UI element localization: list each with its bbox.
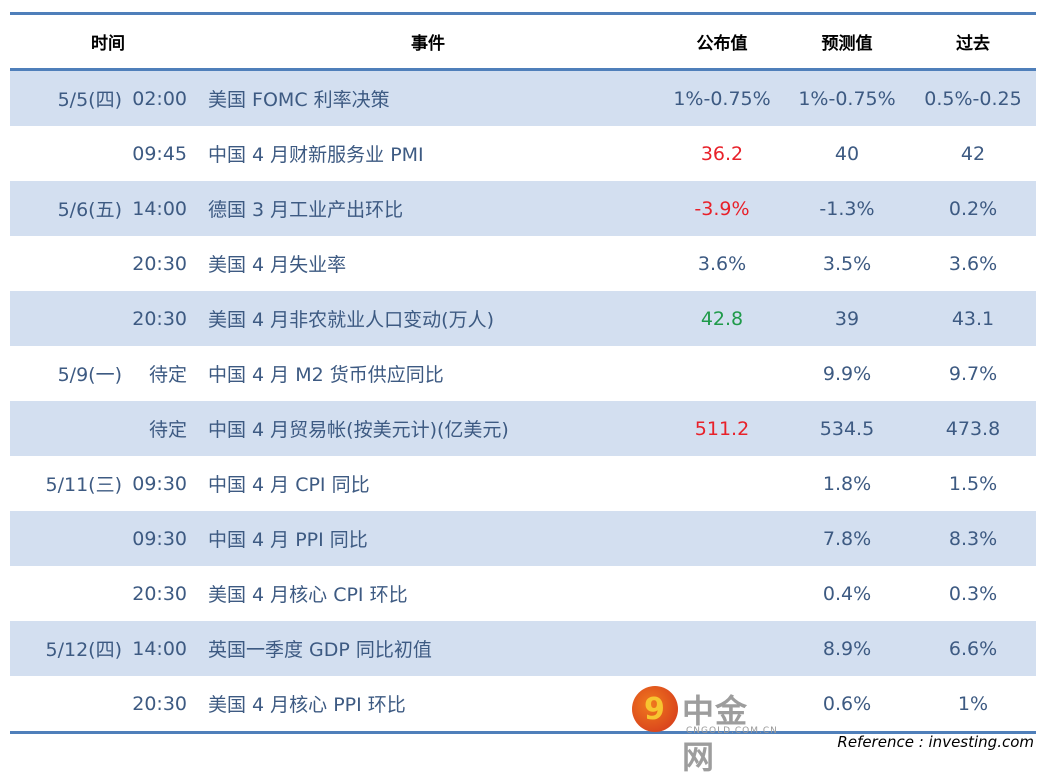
row-event: 英国一季度 GDP 同比初值 [208,639,432,661]
table-row: 5/5(四) 02:00 美国 FOMC 利率决策 1%-0.75% 1%-0.75% 0… [10,71,1036,126]
row-event: 中国 4 月 PPI 同比 [208,529,368,551]
row-event: 美国 4 月非农就业人口变动(万人) [208,309,494,331]
row-published: 1%-0.75% [673,87,771,110]
row-time: 20:30 [132,692,187,715]
row-event: 德国 3 月工业产出环比 [208,199,404,221]
economic-calendar-table: 时间 事件 公布值 预测值 过去 5/5(四) 02:00 美国 FOMC 利率决策… [10,12,1036,734]
table-row: 20:30 美国 4 月失业率 3.6% 3.5% 3.6% [10,236,1036,291]
table-row: 09:30 中国 4 月 PPI 同比 7.8% 8.3% [10,511,1036,566]
table-row: 09:45 中国 4 月财新服务业 PMI 36.2 40 42 [10,126,1036,181]
row-date: 5/12(四) [45,639,123,661]
logo-icon: 9 [632,686,678,732]
row-time: 14:00 [132,637,187,660]
row-previous: 0.5%-0.25 [924,87,1022,110]
row-date: 5/9(一) [57,364,122,386]
row-forecast: 0.4% [822,582,872,605]
row-time: 09:45 [132,142,187,165]
row-forecast: 8.9% [822,637,872,660]
row-time: 20:30 [132,252,187,275]
logo-name: 中金网 [682,692,749,776]
reference-note: Reference : investing.com [837,733,1034,751]
row-forecast: 1%-0.75% [798,87,896,110]
table-row: 20:30 美国 4 月核心 PPI 环比 0.6% 1% [10,676,1036,731]
row-forecast: 534.5 [819,417,875,440]
row-previous: 1% [957,692,989,715]
bottom-rule [10,731,1036,734]
row-date: 5/5(四) [57,89,122,111]
table-row: 5/11(三) 09:30 中国 4 月 CPI 同比 1.8% 1.5% [10,456,1036,511]
row-previous: 42 [960,142,986,165]
row-previous: 43.1 [951,307,995,330]
row-time: 待定 [148,364,187,386]
row-time: 待定 [148,419,187,441]
row-published: -3.9% [694,197,750,220]
row-forecast: 7.8% [822,527,872,550]
table-header: 时间 事件 公布值 预测值 过去 [10,15,1036,68]
header-published: 公布值 [696,34,748,54]
row-event: 中国 4 月贸易帐(按美元计)(亿美元) [208,419,509,441]
row-published: 42.8 [700,307,744,330]
header-time: 时间 [91,34,125,54]
logo-domain: CNGOLD.COM.CN [686,726,778,736]
row-event: 中国 4 月 M2 货币供应同比 [208,364,444,386]
row-event: 中国 4 月 CPI 同比 [208,474,370,496]
row-previous: 9.7% [948,362,998,385]
row-time: 09:30 [132,527,187,550]
header-event: 事件 [411,34,445,54]
row-event: 美国 4 月失业率 [208,254,347,276]
row-previous: 6.6% [948,637,998,660]
table-body: 5/5(四) 02:00 美国 FOMC 利率决策 1%-0.75% 1%-0.75% 0… [10,71,1036,731]
row-forecast: 1.8% [822,472,872,495]
row-previous: 473.8 [945,417,1001,440]
row-date: 5/6(五) [57,199,122,221]
row-published: 511.2 [694,417,750,440]
row-time: 20:30 [132,582,187,605]
row-previous: 3.6% [948,252,998,275]
row-event: 美国 4 月核心 CPI 环比 [208,584,408,606]
row-forecast: 9.9% [822,362,872,385]
header-forecast: 预测值 [821,34,873,54]
header-previous: 过去 [956,34,990,54]
table-row: 20:30 美国 4 月非农就业人口变动(万人) 42.8 39 43.1 [10,291,1036,346]
table-row: 待定 中国 4 月贸易帐(按美元计)(亿美元) 511.2 534.5 473.8 [10,401,1036,456]
row-time: 02:00 [132,87,187,110]
row-previous: 0.2% [948,197,998,220]
table-row: 5/12(四) 14:00 英国一季度 GDP 同比初值 8.9% 6.6% [10,621,1036,676]
row-forecast: 3.5% [822,252,872,275]
table-row: 5/6(五) 14:00 德国 3 月工业产出环比 -3.9% -1.3% 0.2% [10,181,1036,236]
row-published: 36.2 [700,142,744,165]
row-forecast: 39 [834,307,860,330]
row-forecast: 0.6% [822,692,872,715]
row-forecast: -1.3% [819,197,875,220]
top-rule [10,12,1036,15]
row-time: 20:30 [132,307,187,330]
row-date: 5/11(三) [45,474,123,496]
row-event: 中国 4 月财新服务业 PMI [208,144,424,166]
row-time: 09:30 [132,472,187,495]
row-previous: 1.5% [948,472,998,495]
row-previous: 0.3% [948,582,998,605]
row-published: 3.6% [697,252,747,275]
table-row: 5/9(一) 待定 中国 4 月 M2 货币供应同比 9.9% 9.7% [10,346,1036,401]
row-previous: 8.3% [948,527,998,550]
row-time: 14:00 [132,197,187,220]
row-event: 美国 4 月核心 PPI 环比 [208,694,406,716]
header-rule [10,68,1036,71]
table-row: 20:30 美国 4 月核心 CPI 环比 0.4% 0.3% [10,566,1036,621]
row-event: 美国 FOMC 利率决策 [208,89,390,111]
cngold-watermark-logo: 9 中金网 CNGOLD.COM.CN [630,684,780,776]
row-forecast: 40 [834,142,860,165]
